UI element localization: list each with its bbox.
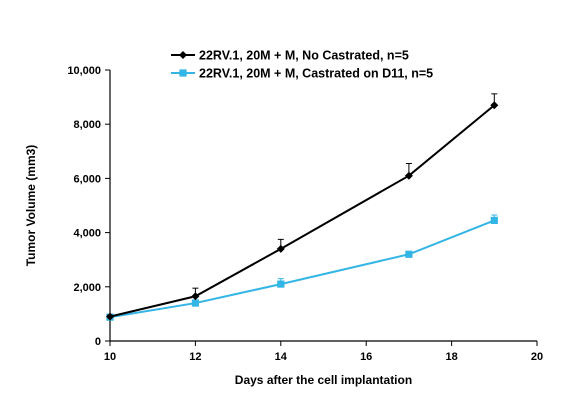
data-point (405, 250, 413, 258)
y-tick-label: 8,000 (73, 119, 101, 131)
legend-marker (179, 51, 187, 59)
x-tick-label: 14 (275, 351, 288, 363)
y-tick-label: 0 (95, 336, 101, 348)
y-tick-label: 6,000 (73, 173, 101, 185)
data-point (277, 280, 285, 288)
y-tick-label: 10,000 (67, 65, 101, 77)
y-axis-label: Tumor Volume (mm3) (24, 145, 38, 267)
data-point (106, 312, 114, 321)
data-point (276, 244, 285, 253)
legend-label: 22RV.1, 20M + M, Castrated on D11, n=5 (199, 67, 433, 81)
y-tick-label: 2,000 (73, 282, 101, 294)
series-0 (106, 93, 499, 321)
axes (105, 69, 538, 346)
x-tick-label: 20 (531, 351, 543, 363)
x-tick-label: 12 (189, 351, 201, 363)
legend-item-0: 22RV.1, 20M + M, No Castrated, n=5 (171, 49, 409, 63)
series-1 (106, 214, 498, 321)
series-layer (106, 93, 499, 321)
legend: 22RV.1, 20M + M, No Castrated, n=5 22RV.1… (171, 49, 433, 81)
x-tick-label: 16 (360, 351, 372, 363)
x-tick-label: 10 (104, 351, 116, 363)
legend-label: 22RV.1, 20M + M, No Castrated, n=5 (199, 49, 409, 63)
tick-labels: 0 2,000 4,000 6,000 8,000 10,000 10 12 14 16 18 20 (67, 65, 543, 363)
data-point (191, 292, 200, 301)
data-point (490, 101, 499, 110)
data-point (404, 171, 413, 180)
legend-marker (179, 69, 187, 77)
data-point (490, 216, 498, 225)
y-tick-label: 4,000 (73, 228, 101, 240)
series-line (109, 104, 495, 318)
x-tick-label: 18 (445, 351, 457, 363)
legend-item-1: 22RV.1, 20M + M, Castrated on D11, n=5 (171, 67, 433, 81)
data-point (191, 299, 199, 307)
x-axis-label: Days after the cell implantation (235, 373, 412, 387)
